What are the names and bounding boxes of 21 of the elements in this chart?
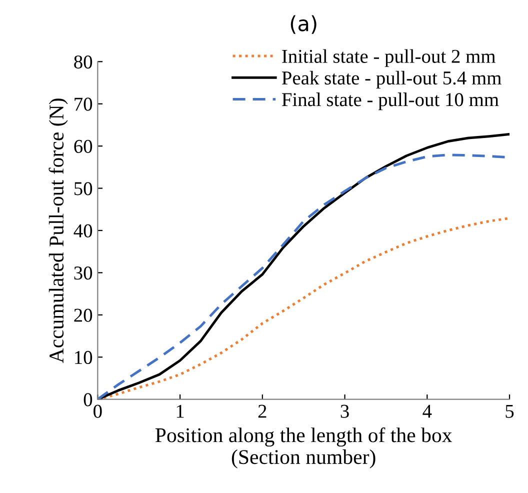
y-tick-label: 50 — [74, 182, 92, 196]
x-tick-label: 0 — [94, 404, 102, 418]
x-tick-label: 1 — [176, 404, 184, 418]
x-tick-label: 3 — [340, 404, 349, 418]
y-tick-label: 0 — [84, 393, 92, 406]
y-tick-label: 20 — [74, 308, 92, 322]
y-axis-title: Accumulated Pull-out force (N) — [48, 98, 68, 364]
legend-label: Peak state - pull-out 5.4 mm — [282, 70, 502, 89]
x-tick-label: 4 — [422, 404, 432, 418]
y-tick-label: 70 — [74, 98, 92, 111]
x-tick-label: 5 — [506, 404, 514, 418]
chart-title: (a) — [290, 15, 316, 34]
y-tick-label: 40 — [74, 224, 92, 238]
y-tick-label: 60 — [74, 140, 92, 153]
y-tick-label: 80 — [74, 55, 92, 69]
x-axis-title: Position along the length of the box (Section number) — [155, 427, 452, 468]
x-tick-label: 2 — [258, 404, 266, 418]
y-tick-label: 30 — [74, 266, 92, 280]
y-tick-label: 10 — [75, 350, 92, 364]
legend-label: Final state - pull-out 10 mm — [282, 92, 499, 110]
legend-label: Initial state - pull-out 2 mm — [282, 49, 496, 67]
